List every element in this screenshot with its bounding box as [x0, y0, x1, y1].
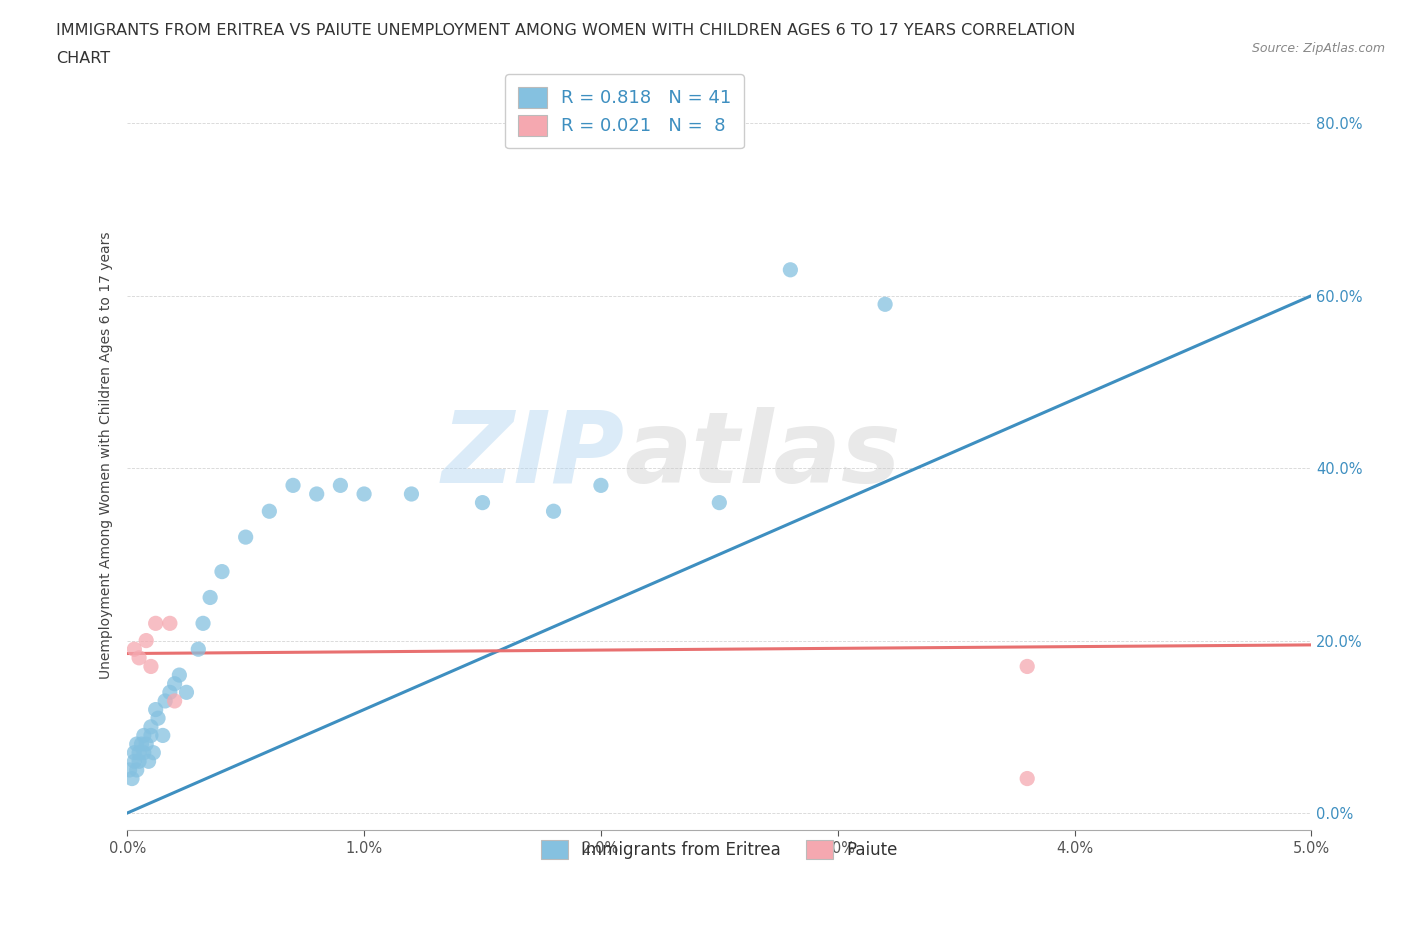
Point: [135, 633, 157, 648]
Point: [125, 737, 148, 751]
Point: [471, 495, 494, 510]
Point: [118, 763, 141, 777]
Point: [124, 745, 146, 760]
Point: [281, 478, 304, 493]
Point: [128, 754, 150, 769]
Text: IMMIGRANTS FROM ERITREA VS PAIUTE UNEMPLOYMENT AMONG WOMEN WITH CHILDREN AGES 6 : IMMIGRANTS FROM ERITREA VS PAIUTE UNEMPL…: [56, 23, 1076, 38]
Point: [589, 478, 612, 493]
Point: [128, 745, 150, 760]
Point: [125, 763, 148, 777]
Text: CHART: CHART: [56, 51, 110, 66]
Point: [305, 486, 328, 501]
Point: [131, 737, 153, 751]
Point: [159, 684, 181, 699]
Point: [187, 642, 209, 657]
Point: [121, 771, 143, 786]
Point: [353, 486, 375, 501]
Point: [124, 642, 146, 657]
Point: [139, 659, 162, 674]
Point: [779, 262, 801, 277]
Point: [128, 650, 150, 665]
Point: [153, 694, 176, 709]
Point: [198, 590, 221, 604]
Text: ZIP: ZIP: [441, 406, 624, 504]
Point: [176, 684, 198, 699]
Point: [1017, 771, 1039, 786]
Text: atlas: atlas: [624, 406, 901, 504]
Point: [259, 504, 281, 519]
Point: [132, 728, 155, 743]
Point: [329, 478, 352, 493]
Point: [139, 728, 162, 743]
Point: [132, 745, 155, 760]
Point: [145, 616, 167, 631]
Text: Source: ZipAtlas.com: Source: ZipAtlas.com: [1251, 42, 1385, 55]
Point: [543, 504, 565, 519]
Point: [135, 737, 157, 751]
Point: [169, 668, 191, 683]
Y-axis label: Unemployment Among Women with Children Ages 6 to 17 years: Unemployment Among Women with Children A…: [100, 232, 114, 679]
Point: [211, 565, 233, 579]
Point: [401, 486, 423, 501]
Point: [191, 616, 214, 631]
Point: [152, 728, 174, 743]
Point: [138, 754, 160, 769]
Point: [875, 297, 897, 312]
Point: [142, 745, 165, 760]
Point: [145, 702, 167, 717]
Point: [163, 694, 186, 709]
Point: [235, 530, 257, 545]
Point: [163, 676, 186, 691]
Point: [159, 616, 181, 631]
Point: [146, 711, 169, 725]
Point: [709, 495, 731, 510]
Point: [139, 720, 162, 735]
Legend: Immigrants from Eritrea, Paiute: Immigrants from Eritrea, Paiute: [530, 828, 910, 870]
Point: [1017, 659, 1039, 674]
Point: [124, 754, 146, 769]
